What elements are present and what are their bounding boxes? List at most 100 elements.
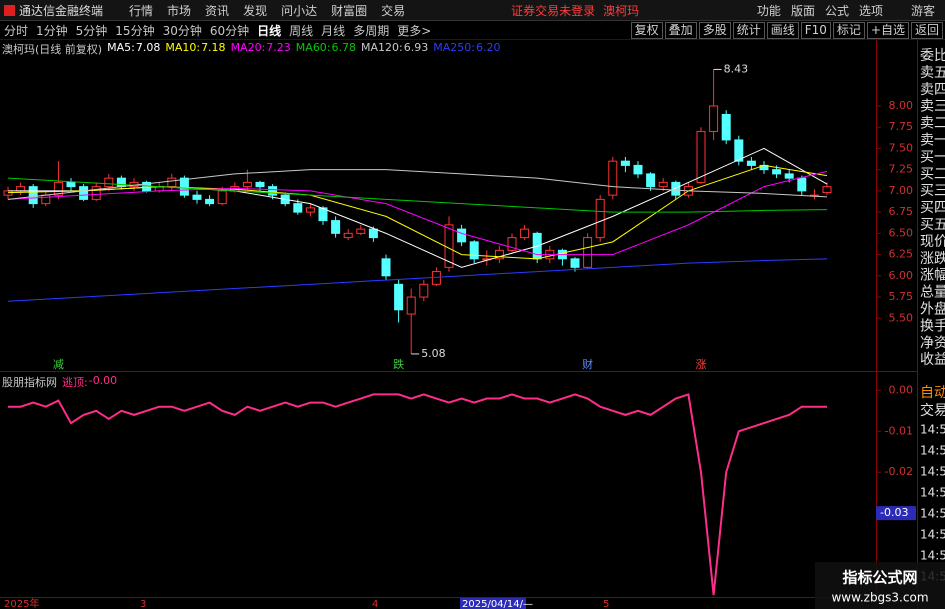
menu-item[interactable]: 功能: [756, 3, 781, 18]
tool-button[interactable]: 统计: [732, 21, 765, 39]
period-tab[interactable]: 15分钟: [115, 23, 155, 38]
candle-body: [646, 173, 656, 188]
candle-body: [368, 228, 378, 239]
candle-body: [41, 194, 51, 205]
menu-item[interactable]: 交易: [381, 3, 406, 18]
quote-label: 卖三: [920, 99, 945, 115]
candle-body: [658, 181, 668, 188]
y-tick-label: 5.50: [889, 311, 914, 324]
period-tab[interactable]: 多周期: [353, 23, 390, 38]
tool-button[interactable]: 叠加: [664, 21, 697, 39]
trade-label[interactable]: 交易: [920, 402, 945, 419]
candle-body: [28, 186, 38, 205]
menu-item[interactable]: 资讯: [205, 3, 230, 18]
candle-body: [457, 228, 467, 243]
legend-name: MA120: [361, 41, 403, 57]
legend-name: MA5: [107, 41, 135, 57]
candle-body: [116, 177, 126, 188]
ma-line: [7, 164, 828, 260]
period-tab[interactable]: 30分钟: [162, 23, 202, 38]
candle-body: [608, 160, 618, 196]
y-tick-label: 6.50: [889, 226, 914, 239]
y-tick-label: 0.00: [889, 383, 914, 396]
event-marker: 跌: [393, 357, 404, 371]
cursor-label: -0.03: [880, 506, 908, 519]
menu-item[interactable]: 选项: [858, 3, 883, 18]
menu-item[interactable]: 财富圈: [331, 3, 368, 18]
y-tick-label: 8.00: [889, 99, 914, 112]
candle-body: [53, 181, 63, 196]
quote-label: 外盘: [920, 301, 945, 318]
candle-body: [444, 224, 454, 268]
tool-button[interactable]: 返回: [910, 21, 943, 39]
period-tab[interactable]: 日线: [257, 23, 282, 38]
candle-body: [469, 241, 479, 260]
candle-body: [104, 177, 114, 188]
period-tab[interactable]: 周线: [289, 23, 314, 38]
quote-label: 买二: [920, 166, 945, 182]
candle-body: [192, 194, 202, 200]
candle-body: [242, 181, 252, 188]
event-marker: 减: [53, 358, 64, 371]
candle-body: [305, 207, 315, 213]
tool-button[interactable]: 画线: [766, 21, 799, 39]
menu-bar: 通达信金融终端 行情 市场 资讯 发现 问小达 财富圈 交易 证券交易未登录 澳柯玛 功能版…: [0, 0, 945, 21]
quote-label: 现价: [920, 234, 945, 250]
tool-button[interactable]: 复权: [630, 21, 663, 39]
time-label: 14:56: [920, 507, 945, 521]
period-tab[interactable]: 更多>: [397, 23, 432, 38]
period-tab[interactable]: 分时: [4, 23, 29, 38]
tool-button[interactable]: 标记: [832, 21, 865, 39]
ma-line: [7, 169, 828, 200]
menu-item[interactable]: 问小达: [281, 3, 318, 18]
period-tab[interactable]: 月线: [321, 23, 346, 38]
menu-item[interactable]: 行情: [129, 3, 154, 18]
chart-title: 澳柯玛(日线 前复权): [2, 43, 103, 56]
tool-button[interactable]: +自选: [866, 21, 909, 39]
y-tick-label: -0.02: [885, 465, 913, 478]
tool-button[interactable]: 多股: [698, 21, 731, 39]
trade-label[interactable]: 自动: [920, 385, 945, 401]
quote-label: 买三: [920, 183, 945, 199]
quote-label: 卖四: [920, 82, 945, 98]
y-tick-label: 6.75: [889, 205, 914, 218]
quote-label: 卖五: [920, 65, 945, 81]
period-tab[interactable]: 5分钟: [75, 23, 108, 38]
time-label: 14:56: [920, 486, 945, 500]
menu-item[interactable]: 市场: [167, 3, 192, 18]
watermark-url: www.zbgs3.com: [831, 591, 928, 605]
indicator-line: [8, 393, 827, 596]
candle-body: [394, 283, 404, 311]
candle-body: [772, 169, 782, 175]
cursor-box: [876, 506, 916, 521]
quote-label: 买一: [920, 149, 945, 165]
ma-line: [7, 258, 828, 302]
candle-body: [293, 203, 303, 213]
y-tick-label: 7.00: [889, 184, 914, 197]
quote-label: 总量: [920, 285, 945, 301]
time-label: 2025/04/14/—: [462, 599, 533, 609]
legend-name: MA10: [165, 41, 200, 57]
y-tick-label: 6.00: [889, 269, 914, 282]
legend-value: 7.23: [266, 41, 291, 54]
legend-name: MA60: [296, 41, 331, 57]
ma-line: [7, 177, 828, 213]
user[interactable]: 游客: [910, 3, 935, 18]
quote-label: 涨跌: [920, 251, 945, 267]
annotation: 5.08: [421, 347, 446, 360]
time-label: 4: [372, 599, 378, 609]
period-tab[interactable]: 60分钟: [209, 23, 250, 38]
period-tab[interactable]: 1分钟: [36, 23, 68, 38]
tool-button[interactable]: F10: [800, 21, 831, 39]
app-title: 通达信金融终端: [19, 3, 104, 18]
quote-label: 收益: [920, 352, 945, 368]
menu-item[interactable]: 版面: [790, 3, 815, 18]
login-status[interactable]: 证券交易未登录: [511, 3, 596, 18]
quote-label: 卖二: [920, 116, 945, 132]
time-label: 2025年: [4, 597, 39, 609]
candle-body: [66, 181, 76, 188]
menu-item[interactable]: 发现: [243, 3, 268, 18]
toolbar: 分时 1分钟 5分钟 15分钟 30分钟 60分钟 日线 周线 月线 多周期 更多> 复权 叠加 多股统…: [0, 21, 945, 40]
menu-item[interactable]: 公式: [824, 3, 849, 18]
